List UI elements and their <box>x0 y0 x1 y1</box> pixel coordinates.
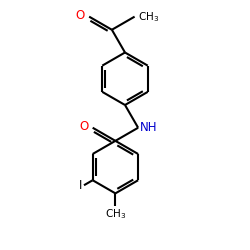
Text: I: I <box>79 179 83 192</box>
Text: CH$_3$: CH$_3$ <box>138 10 159 24</box>
Text: O: O <box>76 9 85 22</box>
Text: O: O <box>79 120 88 133</box>
Text: CH$_3$: CH$_3$ <box>105 207 126 221</box>
Text: NH: NH <box>140 121 158 134</box>
